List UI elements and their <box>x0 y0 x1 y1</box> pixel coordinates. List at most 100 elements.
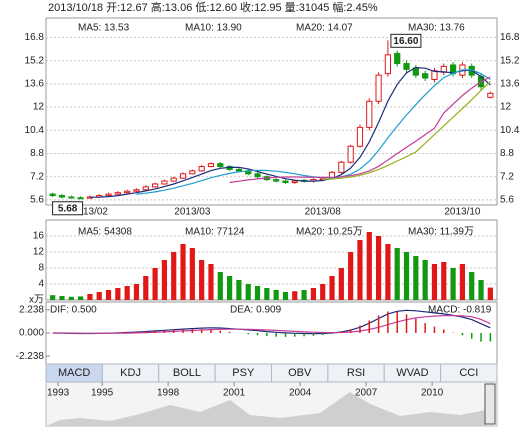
tab-label[interactable]: MACD <box>58 367 90 379</box>
y-tick-label-right: 5.6 <box>500 195 514 206</box>
y-tick-label: 16.8 <box>25 32 45 43</box>
volume-bar <box>115 288 121 300</box>
y-tick-label: 15.2 <box>25 55 45 66</box>
volume-bar <box>469 272 475 300</box>
legend-entry: MA10: 13.90 <box>185 23 242 34</box>
volume-bar <box>152 268 158 300</box>
indicator-line <box>229 76 491 184</box>
volume-bar <box>487 287 493 300</box>
volume-bar <box>273 290 279 300</box>
volume-bar <box>441 262 447 300</box>
timeline-label: 2001 <box>223 388 246 399</box>
candle-body <box>142 186 149 191</box>
candle-body <box>282 180 289 184</box>
candle-body <box>422 73 429 79</box>
timeline-label: 1998 <box>157 388 180 399</box>
volume-bar <box>68 296 74 300</box>
x-tick-label: 2013/10 <box>444 207 481 218</box>
y-tick-label-right: 7.2 <box>500 171 514 182</box>
legend-entry: MA5: 54308 <box>78 227 132 238</box>
y-tick-label-right: 12 <box>500 102 512 113</box>
candle-body <box>161 180 168 185</box>
volume-bar <box>385 244 391 300</box>
volume-bar <box>422 260 428 300</box>
volume-bar <box>77 296 84 300</box>
legend-entry: MA5: 13.53 <box>78 23 130 34</box>
indicator-line <box>52 315 491 334</box>
volume-bar <box>199 260 205 300</box>
scroll-handle[interactable] <box>484 383 496 425</box>
x-tick-label: 2013/08 <box>305 207 342 218</box>
volume-bar <box>282 292 289 300</box>
timeline-label: 2004 <box>289 388 312 399</box>
volume-bar <box>226 276 233 300</box>
legend-entry: DEA: 0.909 <box>230 305 282 316</box>
candle-body <box>207 163 215 168</box>
candle-body <box>366 100 373 128</box>
candle-body <box>356 126 364 147</box>
y-tick-label-right: 15.2 <box>500 55 520 66</box>
annotation-box <box>52 201 84 216</box>
candle-body <box>403 63 410 70</box>
legend-entry: DIF: 0.500 <box>50 305 97 316</box>
tab-label[interactable]: CCI <box>459 367 478 379</box>
tab[interactable] <box>440 363 498 383</box>
candle-body <box>273 179 280 182</box>
candle-body <box>189 170 196 175</box>
candle-body <box>114 192 121 195</box>
volume-bar <box>189 248 195 300</box>
volume-bar <box>171 252 177 300</box>
y-tick-label-right: 10.4 <box>500 125 520 136</box>
y-tick-label: 16 <box>33 231 45 242</box>
volume-bar <box>124 286 130 300</box>
candle-body <box>347 145 354 163</box>
tab-label[interactable]: PSY <box>232 367 255 379</box>
candle-body <box>217 163 224 168</box>
legend-entry: MACD: -0.819 <box>428 305 492 316</box>
volume-bar <box>394 248 400 300</box>
volume-bar <box>431 264 438 300</box>
volume-bar <box>375 236 382 300</box>
tab-label[interactable]: BOLL <box>173 367 201 379</box>
volume-frame <box>45 219 498 301</box>
y-tick-label: 7.2 <box>30 171 44 182</box>
y-tick-label-right: 16.8 <box>500 32 520 43</box>
legend-entry: MA30: 11.39万 <box>408 227 474 238</box>
candle-body <box>179 173 187 179</box>
volume-bar <box>245 284 251 300</box>
y-tick-label: 4 <box>38 279 44 290</box>
timeline-silhouette <box>46 392 486 426</box>
candle-body <box>133 189 140 192</box>
legend-entry: MA20: 10.25万 <box>296 227 363 238</box>
tab-label[interactable]: WVAD <box>396 367 428 379</box>
volume-bar <box>338 268 344 300</box>
tab-label[interactable]: KDJ <box>120 367 141 379</box>
y-tick-label: -2.238 <box>16 351 45 362</box>
candle-body <box>235 168 243 172</box>
y-tick-label-right: 13.6 <box>500 78 520 89</box>
volume-bar <box>208 264 214 300</box>
candle-body <box>124 190 131 194</box>
y-tick-label: 2.238 <box>19 305 44 316</box>
tab-label[interactable]: RSI <box>347 367 365 379</box>
legend-entry: MA20: 14.07 <box>296 23 353 34</box>
tab-label[interactable]: OBV <box>288 367 312 379</box>
y-tick-label: 5.6 <box>30 195 44 206</box>
candle-body <box>487 92 494 98</box>
y-tick-label: 13.6 <box>25 78 45 89</box>
y-tick-label: 12 <box>33 102 45 113</box>
volume-bar <box>59 296 65 300</box>
candle-body <box>394 52 401 65</box>
candle-body <box>170 177 177 182</box>
timeline-label: 2010 <box>421 388 444 399</box>
candle-body <box>77 197 84 200</box>
volume-bar <box>180 244 186 300</box>
legend-entry: MA10: 77124 <box>185 227 245 238</box>
x-tick-label: 2013/02 <box>72 207 109 218</box>
y-tick-label-right: 8.8 <box>500 148 514 159</box>
volume-bar <box>357 240 363 300</box>
volume-bar <box>366 232 372 300</box>
volume-bar <box>87 294 93 300</box>
timeline-label: 2007 <box>355 388 378 399</box>
